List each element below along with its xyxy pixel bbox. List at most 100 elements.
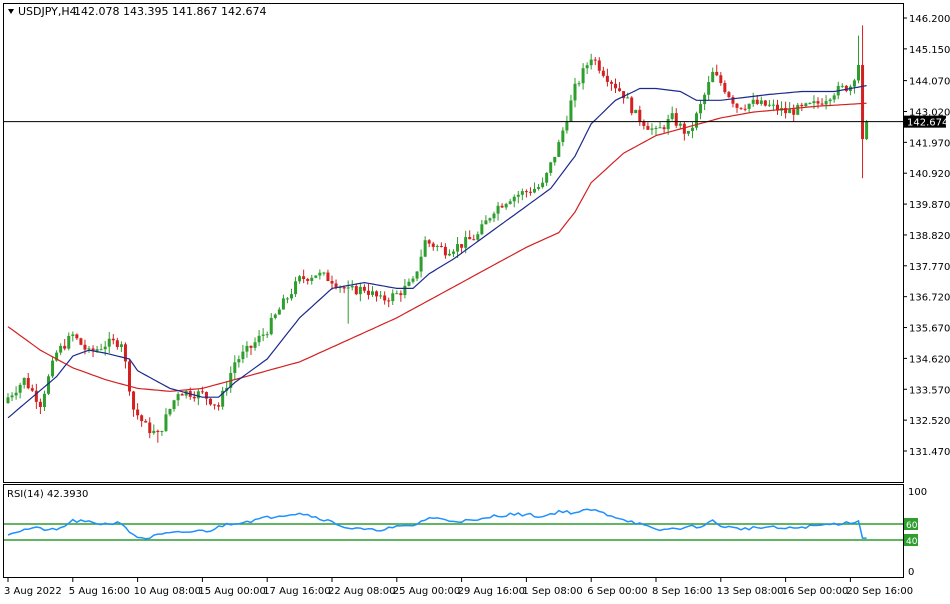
bull-candle [10, 395, 14, 398]
bear-candle [439, 245, 443, 247]
price-axis-label: 139.870 [909, 200, 950, 211]
bull-candle [557, 142, 561, 157]
bear-candle [593, 59, 597, 61]
bull-candle [14, 392, 18, 396]
candles-layer [6, 25, 869, 443]
bear-candle [605, 75, 609, 82]
rsi-layer: 60 40 [4, 508, 918, 547]
price-axis-label: 138.820 [909, 231, 950, 242]
bull-candle [18, 384, 22, 393]
bear-candle [784, 108, 788, 114]
time-axis-label: 22 Aug 08:00 [328, 586, 395, 597]
price-axis-label: 145.150 [909, 45, 950, 56]
bear-candle [861, 65, 865, 140]
bull-candle [176, 394, 180, 401]
bull-candle [407, 281, 411, 286]
time-axis-label: 29 Aug 16:00 [458, 586, 525, 597]
bear-candle [735, 103, 739, 108]
bull-candle [751, 99, 755, 104]
bear-candle [682, 123, 686, 134]
bear-candle [366, 290, 370, 295]
bull-candle [759, 100, 763, 104]
bear-candle [622, 91, 626, 99]
symbol-dropdown-icon[interactable] [8, 9, 14, 14]
bear-candle [500, 205, 504, 208]
bull-candle [379, 295, 383, 297]
bear-candle [601, 70, 605, 76]
time-axis-label: 17 Aug 16:00 [263, 586, 330, 597]
bear-candle [156, 430, 160, 433]
bull-candle [71, 334, 75, 336]
bull-candle [840, 85, 844, 87]
bull-candle [767, 104, 771, 106]
bull-candle [346, 287, 350, 289]
current-price-tag [904, 115, 946, 128]
bull-candle [314, 275, 318, 278]
bear-candle [144, 421, 148, 423]
bull-candle [168, 409, 172, 415]
bear-candle [662, 127, 666, 130]
time-axis-label: 3 Aug 2022 [4, 586, 62, 597]
price-axis-label: 131.470 [909, 447, 950, 458]
price-axis-label: 141.970 [909, 138, 950, 149]
bear-candle [399, 293, 403, 296]
bull-candle [107, 338, 111, 347]
bull-candle [452, 251, 455, 254]
bear-candle [731, 97, 735, 104]
bull-candle [6, 397, 10, 404]
bull-candle [119, 344, 123, 347]
rsi-pane-frame [3, 484, 904, 578]
price-pane-frame [3, 3, 904, 483]
rsi-level-tag [904, 518, 918, 530]
rsi-line [7, 508, 867, 540]
bull-candle [447, 253, 451, 256]
bull-candle [241, 351, 245, 360]
bull-candle [808, 103, 812, 105]
bull-candle [585, 65, 589, 69]
bear-candle [306, 279, 310, 281]
time-axis-label: 1 Sep 08:00 [522, 586, 582, 597]
bull-candle [318, 272, 322, 276]
bear-candle [209, 398, 212, 405]
bear-candle [739, 107, 743, 109]
rsi-scale-100: 100 [908, 487, 927, 498]
price-axis-label: 132.520 [909, 416, 950, 427]
bull-candle [350, 286, 354, 288]
bull-candle [233, 362, 237, 373]
bear-candle [646, 125, 650, 130]
bear-candle [719, 75, 723, 83]
bull-candle [569, 100, 573, 122]
bull-candle [464, 237, 468, 248]
price-axis-label: 143.020 [909, 107, 950, 118]
time-axis-label: 15 Aug 00:00 [198, 586, 265, 597]
bear-candle [614, 83, 617, 89]
bear-candle [468, 237, 472, 240]
bull-candle [561, 130, 565, 143]
bull-candle [285, 298, 289, 300]
bull-candle [796, 104, 800, 115]
bull-candle [788, 109, 792, 114]
bear-candle [75, 334, 79, 339]
bull-candle [670, 113, 674, 119]
bull-candle [565, 121, 569, 131]
rsi-label: RSI(14) 42.3930 [7, 489, 88, 500]
bull-candle [358, 286, 362, 295]
bear-candle [800, 104, 804, 107]
bear-candle [26, 377, 30, 389]
bull-candle [496, 205, 500, 214]
bull-candle [164, 414, 168, 431]
bull-candle [245, 345, 249, 352]
bull-candle [310, 277, 314, 281]
bull-candle [520, 191, 524, 195]
symbol-label: USDJPY,H4 [18, 5, 77, 18]
bull-candle [257, 335, 261, 343]
bear-candle [330, 281, 334, 284]
price-axis-label: 134.620 [909, 354, 950, 365]
bear-candle [302, 276, 306, 280]
bear-candle [148, 422, 152, 434]
bull-candle [281, 298, 285, 310]
bull-candle [857, 65, 860, 81]
bear-candle [354, 286, 358, 295]
